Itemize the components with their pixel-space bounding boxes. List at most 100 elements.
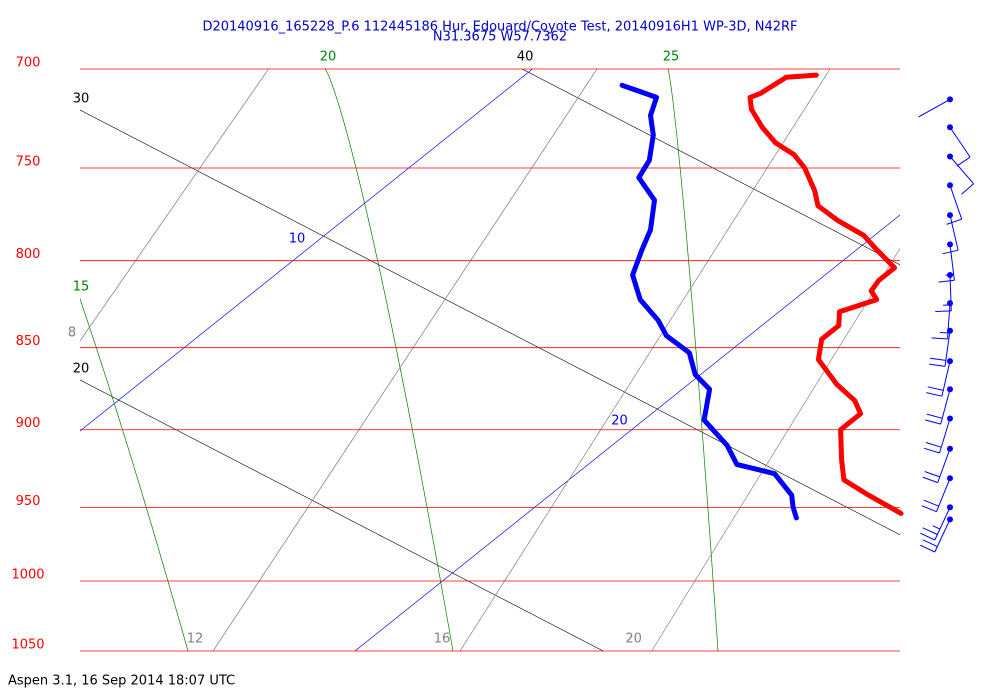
barb-dot <box>947 124 953 131</box>
barb-feather <box>920 532 936 541</box>
y-tick-label: 850 <box>16 334 41 349</box>
y-tick-label: 950 <box>16 494 41 509</box>
reference-line <box>80 69 533 432</box>
wind-barb <box>929 327 953 367</box>
barb-staff <box>934 507 951 541</box>
barb-staff <box>934 519 951 553</box>
barb-dot <box>947 182 953 189</box>
wind-barb <box>931 300 953 340</box>
barb-staff <box>944 330 951 367</box>
barb-dot <box>947 272 953 278</box>
wind-barb <box>947 124 971 167</box>
reference-label: 20 <box>625 632 642 647</box>
barb-feather <box>939 332 948 334</box>
reference-line <box>80 379 604 651</box>
barb-staff <box>940 389 951 425</box>
barb-dot <box>947 358 953 365</box>
reference-line <box>354 214 900 651</box>
y-tick-label: 700 <box>16 56 41 71</box>
barb-feather <box>923 499 939 507</box>
barb-dot <box>947 300 953 307</box>
barb-feather <box>926 392 943 397</box>
wind-barb <box>946 182 963 225</box>
barb-dot <box>947 327 953 334</box>
reference-label: 10 <box>289 232 306 247</box>
wind-barb <box>922 445 953 484</box>
reference-line <box>324 69 454 651</box>
barb-feather <box>924 447 940 454</box>
barb-feather <box>920 544 936 553</box>
reference-lines <box>80 69 900 651</box>
barb-feather <box>922 476 938 484</box>
barb-feather <box>926 413 943 419</box>
wind-barb <box>921 475 953 513</box>
barb-staff <box>949 156 974 185</box>
reference-line <box>80 69 269 342</box>
barb-dot <box>947 212 953 219</box>
reference-line <box>521 69 900 266</box>
barb-dot <box>947 475 953 482</box>
reference-line <box>212 69 598 651</box>
barb-feather <box>925 442 942 448</box>
barb-feather <box>956 156 971 167</box>
barb-staff <box>949 214 959 251</box>
barb-feather <box>922 527 938 535</box>
wind-barb <box>924 415 953 454</box>
profile-line <box>747 72 904 516</box>
reference-label: 8 <box>68 326 76 341</box>
wind-barb <box>920 504 953 541</box>
reference-label: 16 <box>434 632 451 647</box>
barb-staff <box>949 184 963 220</box>
barb-feather <box>932 525 941 530</box>
barb-feather <box>931 337 948 340</box>
barb-feather <box>925 419 941 425</box>
wind-barb <box>925 386 953 425</box>
wind-barb <box>942 212 959 255</box>
barb-staff <box>939 418 951 454</box>
reference-line <box>80 109 900 536</box>
barb-feather <box>938 279 955 283</box>
barb-dot <box>947 445 953 452</box>
barb-feather <box>935 310 952 312</box>
reference-label: 15 <box>73 280 90 295</box>
wind-barb <box>918 96 953 118</box>
reference-line <box>80 297 189 651</box>
barb-staff <box>949 126 971 158</box>
reference-line <box>651 247 900 651</box>
barb-staff <box>947 303 951 340</box>
barb-feather <box>924 471 940 478</box>
barb-staff <box>918 98 951 118</box>
profile-line <box>619 82 799 521</box>
barb-feather <box>942 249 959 255</box>
wind-barb <box>947 153 974 195</box>
y-tick-label: 1000 <box>11 567 44 582</box>
barb-dot <box>947 386 953 393</box>
reference-label: 40 <box>517 50 534 65</box>
barb-dot <box>947 415 953 422</box>
wind-barb <box>920 516 953 553</box>
reference-label: 20 <box>73 362 90 377</box>
barb-dot <box>947 96 953 103</box>
barb-feather <box>922 539 938 548</box>
y-tick-label: 800 <box>16 247 41 262</box>
chart-title: D20140916_165228_P.6 112445186 Hur. Edou… <box>202 20 797 35</box>
barb-dot <box>947 241 953 248</box>
y-tick-label: 900 <box>16 416 41 431</box>
barb-dot <box>947 516 953 523</box>
y-tick-label: 750 <box>16 155 41 170</box>
barb-dot <box>947 153 953 160</box>
barb-feather <box>929 363 946 367</box>
barb-feather <box>961 183 974 195</box>
reference-label: 25 <box>663 50 680 65</box>
barb-feather <box>927 386 944 391</box>
barb-staff <box>937 448 951 483</box>
wind-barb <box>926 358 953 397</box>
barb-dot <box>947 504 953 511</box>
reference-label: 20 <box>320 50 337 65</box>
reference-label: 30 <box>73 92 90 107</box>
barb-feather <box>929 357 946 361</box>
caption: Aspen 3.1, 16 Sep 2014 18:07 UTC <box>8 674 235 689</box>
chart-subtitle: N31.3675 W57.7362 <box>433 30 567 45</box>
reference-line <box>459 69 831 651</box>
